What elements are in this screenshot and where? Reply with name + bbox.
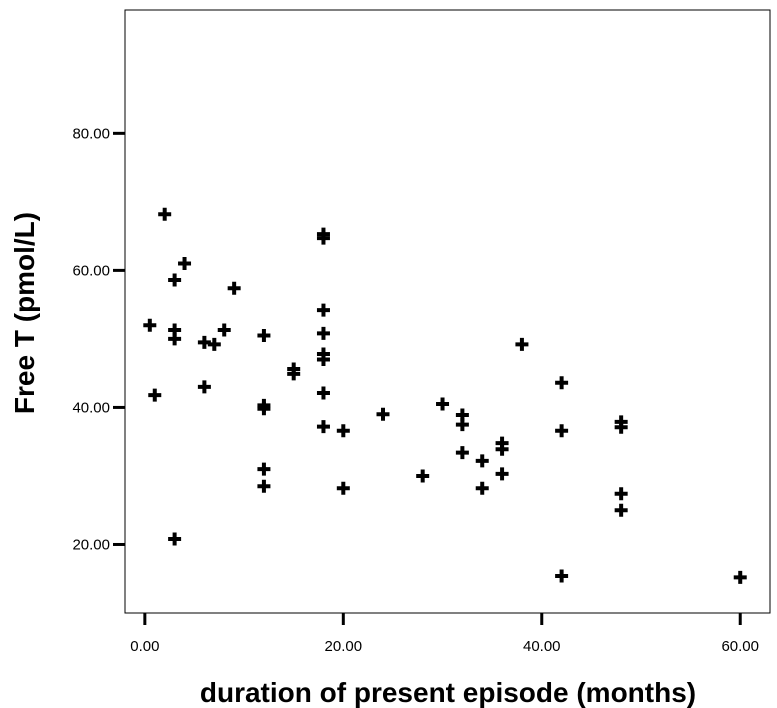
data-point xyxy=(495,467,509,481)
x-tick-label: 60.00 xyxy=(721,638,759,655)
data-point xyxy=(416,469,430,483)
data-point xyxy=(168,332,182,346)
data-point xyxy=(614,420,628,434)
data-point xyxy=(475,454,489,468)
data-point xyxy=(316,386,330,400)
x-tick-label: 20.00 xyxy=(325,638,363,655)
data-point xyxy=(227,281,241,295)
data-point xyxy=(168,273,182,287)
data-point xyxy=(495,442,509,456)
x-tick-label: 40.00 xyxy=(523,638,561,655)
data-point xyxy=(316,303,330,317)
data-point xyxy=(158,207,172,221)
y-tick-label: 80.00 xyxy=(72,125,110,142)
data-point xyxy=(207,337,221,351)
x-tick-label: 0.00 xyxy=(130,638,159,655)
data-point xyxy=(316,352,330,366)
data-point xyxy=(178,257,192,271)
data-point xyxy=(257,462,271,476)
data-point xyxy=(614,487,628,501)
x-axis-title: duration of present episode (months) xyxy=(200,677,696,708)
data-point xyxy=(614,503,628,517)
data-point xyxy=(197,380,211,394)
data-point xyxy=(287,367,301,381)
data-point xyxy=(197,335,211,349)
data-point xyxy=(217,323,231,337)
data-point xyxy=(336,424,350,438)
y-axis-ticks: 20.00 40.00 60.00 80.00 xyxy=(72,125,125,553)
data-point xyxy=(376,407,390,421)
data-point xyxy=(555,424,569,438)
data-point xyxy=(316,420,330,434)
y-axis-title: Free T (pmol/L) xyxy=(9,212,40,414)
data-point xyxy=(455,446,469,460)
y-tick-label: 40.00 xyxy=(72,399,110,416)
data-point xyxy=(257,479,271,493)
data-point xyxy=(316,326,330,340)
y-tick-label: 20.00 xyxy=(72,536,110,553)
x-axis-ticks: 0.00 20.00 40.00 60.00 xyxy=(130,613,759,655)
data-point xyxy=(148,388,162,402)
data-point xyxy=(515,337,529,351)
data-point xyxy=(257,402,271,416)
data-point xyxy=(436,397,450,411)
plot-frame xyxy=(124,9,771,614)
data-point xyxy=(455,418,469,432)
data-point xyxy=(316,231,330,245)
data-point xyxy=(555,569,569,583)
data-point xyxy=(143,318,157,332)
data-point xyxy=(555,376,569,390)
data-point xyxy=(475,481,489,495)
data-point xyxy=(168,532,182,546)
data-points xyxy=(143,207,747,584)
data-point xyxy=(733,570,747,584)
y-tick-label: 60.00 xyxy=(72,262,110,279)
data-point xyxy=(257,328,271,342)
data-point xyxy=(336,481,350,495)
